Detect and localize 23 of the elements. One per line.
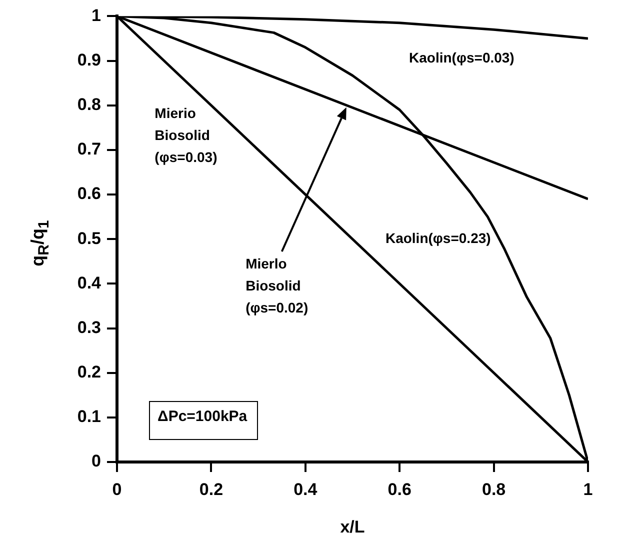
x-tick-label: 0 — [112, 480, 122, 499]
x-tick-label: 0.4 — [294, 480, 318, 499]
annotation: ΔPc=100kPa — [148, 400, 258, 440]
x-tick-label: 0.6 — [388, 480, 412, 499]
y-tick-label: 0.8 — [77, 95, 101, 114]
y-tick-label: 0.3 — [77, 318, 101, 337]
y-tick-label: 1 — [92, 6, 101, 25]
x-tick-label: 0.8 — [482, 480, 506, 499]
x-axis-title: x/L — [340, 517, 365, 536]
y-tick-label: 0 — [92, 452, 101, 471]
y-tick-label: 0.6 — [77, 184, 101, 204]
series-label: Kaolin(φs=0.03) — [409, 49, 514, 66]
series-label: Mierio Biosolid (φs=0.03) — [154, 105, 218, 166]
text: Mierlo Biosolid (φs=0.02) — [246, 255, 308, 316]
y-tick-label: 0.7 — [77, 140, 101, 159]
x-tick-label: 0.2 — [199, 480, 224, 499]
series-label: Kaolin(φs=0.23) — [385, 230, 491, 246]
x-tick-label: 1 — [583, 480, 593, 499]
y-tick-label: 0.2 — [77, 362, 101, 382]
y-tick-label: 0.4 — [77, 273, 102, 292]
y-tick-label: 0.1 — [77, 407, 101, 426]
y-tick-label: 0.5 — [77, 228, 101, 248]
y-tick-label: 0.9 — [77, 50, 101, 70]
